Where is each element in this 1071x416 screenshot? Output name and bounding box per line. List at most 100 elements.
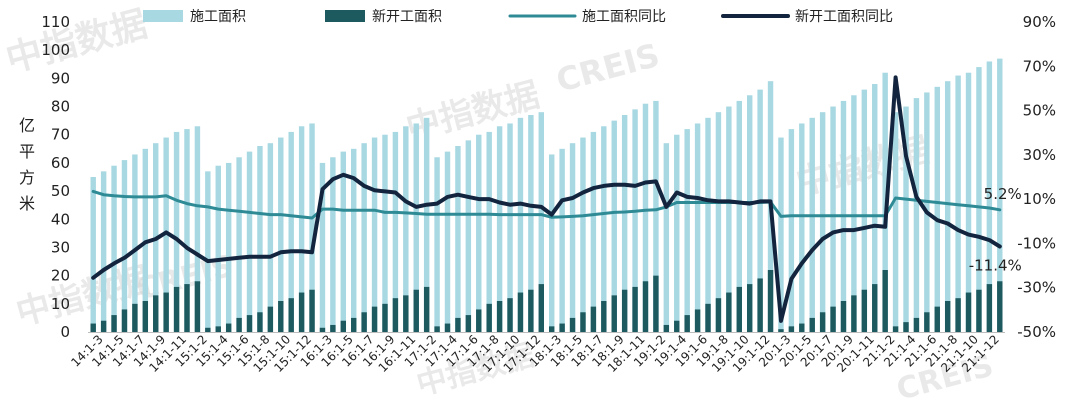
bar-construction-area bbox=[799, 123, 805, 332]
y-left-tick-label: 90 bbox=[51, 69, 70, 87]
bar-construction-area bbox=[392, 131, 399, 332]
bar-construction-area bbox=[298, 126, 305, 332]
bar-construction-area bbox=[486, 131, 492, 332]
bar-new-start-area bbox=[476, 309, 482, 332]
bar-new-start-area bbox=[632, 286, 638, 332]
y-left-tick-label: 110 bbox=[41, 13, 70, 31]
y-right-tick-label: 70% bbox=[1023, 57, 1056, 75]
bar-construction-area bbox=[788, 129, 795, 332]
bar-new-start-area bbox=[611, 295, 617, 332]
bar-new-start-area bbox=[892, 326, 899, 332]
bar-new-start-area bbox=[423, 286, 430, 332]
bar-new-start-area bbox=[132, 303, 138, 332]
y-left-tick-label: 10 bbox=[51, 295, 70, 313]
bar-new-start-area bbox=[100, 320, 107, 332]
bar-new-start-area bbox=[674, 320, 680, 332]
bar-new-start-area bbox=[944, 301, 951, 332]
bar-construction-area bbox=[684, 129, 690, 332]
bar-construction-area bbox=[674, 134, 680, 332]
legend: 施工面积 新开工面积 施工面积同比 新开工面积同比 bbox=[143, 9, 893, 25]
bar-new-start-area bbox=[507, 298, 513, 332]
bar-new-start-area bbox=[913, 317, 920, 332]
y-left-tick-label: 30 bbox=[51, 238, 70, 256]
bar-new-start-area bbox=[142, 301, 149, 332]
bar-new-start-area bbox=[861, 289, 868, 332]
bar-new-start-area bbox=[298, 292, 305, 332]
bar-new-start-area bbox=[215, 326, 221, 332]
data-label: -11.4% bbox=[969, 257, 1022, 275]
y-axis-label-char: 平 bbox=[19, 142, 35, 161]
bar-new-start-area bbox=[746, 284, 753, 332]
bar-new-start-area bbox=[580, 312, 586, 332]
data-label: 5.2% bbox=[984, 185, 1022, 203]
lines-layer bbox=[91, 75, 1002, 323]
bar-new-start-area bbox=[694, 309, 701, 332]
bar-construction-area bbox=[100, 171, 107, 332]
y-left-tick-label: 80 bbox=[51, 98, 70, 116]
bar-construction-area bbox=[121, 160, 128, 332]
bar-construction-area bbox=[997, 58, 1003, 333]
bar-new-start-area bbox=[621, 289, 628, 332]
bar-new-start-area bbox=[444, 323, 451, 332]
bar-new-start-area bbox=[924, 312, 930, 332]
bar-new-start-area bbox=[403, 295, 409, 332]
bar-construction-area bbox=[663, 143, 670, 332]
y-right-tick-label: -30% bbox=[1017, 279, 1056, 297]
bar-new-start-area bbox=[465, 315, 472, 332]
legend-swatch bbox=[325, 10, 365, 22]
bar-new-start-area bbox=[330, 324, 336, 332]
bar-new-start-area bbox=[955, 298, 961, 332]
bar-new-start-area bbox=[840, 301, 847, 332]
y-right-tick-label: 90% bbox=[1023, 13, 1056, 31]
bar-construction-area bbox=[851, 95, 857, 332]
line-new-start-yoy bbox=[91, 75, 1002, 323]
bar-new-start-area bbox=[496, 301, 503, 332]
bar-construction-area bbox=[736, 100, 742, 332]
bar-new-start-area bbox=[278, 301, 284, 332]
y-left-tick-label: 0 bbox=[60, 323, 70, 341]
y-left-tick-label: 100 bbox=[41, 41, 70, 59]
y-right-tick-label: 30% bbox=[1023, 146, 1056, 164]
bar-construction-area bbox=[757, 89, 763, 333]
bar-new-start-area bbox=[163, 292, 169, 332]
bar-construction-area bbox=[340, 151, 347, 332]
watermark-text: CREIS bbox=[552, 36, 663, 100]
bars-layer bbox=[90, 58, 1003, 333]
bar-new-start-area bbox=[205, 327, 211, 332]
bar-new-start-area bbox=[184, 284, 190, 332]
bar-construction-area bbox=[236, 157, 242, 332]
bar-new-start-area bbox=[736, 286, 742, 332]
bar-new-start-area bbox=[288, 298, 294, 332]
bar-new-start-area bbox=[121, 309, 128, 332]
bar-construction-area bbox=[361, 143, 367, 332]
bar-construction-area bbox=[246, 151, 253, 332]
bar-construction-area bbox=[611, 120, 617, 333]
bar-new-start-area bbox=[903, 322, 909, 332]
bar-new-start-area bbox=[517, 292, 524, 332]
bar-construction-area bbox=[288, 131, 294, 332]
bar-new-start-area bbox=[726, 292, 732, 332]
bar-new-start-area bbox=[236, 317, 242, 332]
bar-construction-area bbox=[205, 171, 211, 332]
bar-construction-area bbox=[580, 137, 586, 332]
bar-construction-area bbox=[267, 143, 274, 332]
bar-construction-area bbox=[549, 154, 555, 332]
watermark-text: 中指数据 bbox=[2, 4, 152, 81]
bar-new-start-area bbox=[351, 317, 357, 332]
bar-construction-area bbox=[653, 100, 659, 332]
bar-construction-area bbox=[517, 117, 524, 333]
bar-construction-area bbox=[465, 140, 472, 332]
bar-construction-area bbox=[538, 112, 544, 332]
bar-new-start-area bbox=[819, 312, 826, 332]
legend-label: 新开工面积 bbox=[372, 9, 442, 25]
bar-new-start-area bbox=[778, 329, 784, 332]
annotations: 5.2% -11.4% bbox=[969, 185, 1022, 275]
bar-construction-area bbox=[444, 151, 451, 332]
bar-construction-area bbox=[621, 115, 628, 332]
bar-new-start-area bbox=[809, 317, 815, 332]
bar-new-start-area bbox=[111, 315, 117, 332]
bar-construction-area bbox=[278, 137, 284, 332]
y-right-tick-label: -50% bbox=[1017, 323, 1056, 341]
bar-new-start-area bbox=[486, 303, 492, 332]
bar-new-start-area bbox=[246, 315, 253, 332]
